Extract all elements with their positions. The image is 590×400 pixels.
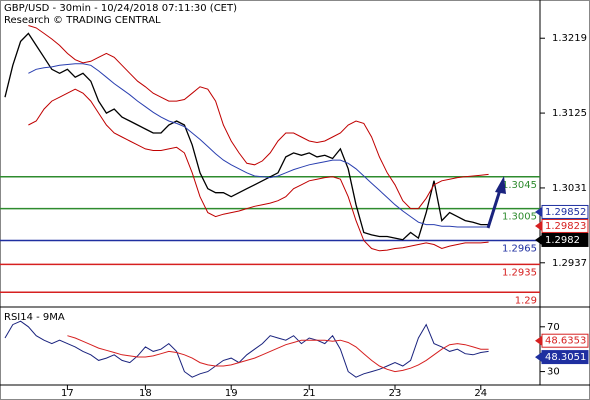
series-line: [28, 63, 489, 228]
rsi-label-pointer: [535, 352, 542, 363]
level-label: 1.2965: [502, 243, 537, 254]
level-label: 1.29: [515, 295, 537, 306]
y-tick-label: 1.3219: [552, 33, 587, 44]
series-line: [4, 32, 489, 241]
x-tick-label: 21: [303, 388, 316, 399]
x-tick-label: 23: [389, 388, 402, 399]
price-label-pointer: [535, 234, 542, 245]
rsi-y-tick-label: 30: [547, 367, 560, 378]
rsi-label-pointer: [535, 335, 542, 346]
rsi-title: RSI14 - 9MA: [4, 312, 65, 323]
rsi-y-tick-label: 70: [547, 322, 560, 333]
level-label: 1.2935: [502, 267, 537, 278]
price-label: 1.2982: [545, 235, 580, 246]
level-label: 1.3005: [502, 212, 537, 223]
price-label: 1.29823: [545, 221, 586, 232]
y-tick-label: 1.3031: [552, 183, 587, 194]
y-tick-label: 1.2937: [552, 258, 587, 269]
y-tick-label: 1.3125: [552, 108, 587, 119]
series-line: [4, 320, 489, 378]
series-line: [67, 335, 489, 373]
arrow-shaft: [486, 189, 502, 229]
chart-subtitle: Research © TRADING CENTRAL: [4, 15, 161, 26]
x-tick-label: 24: [474, 388, 487, 399]
series-line: [28, 88, 489, 252]
x-tick-label: 17: [61, 388, 74, 399]
price-label-pointer: [535, 220, 542, 231]
rsi-label: 48.6353: [545, 336, 586, 347]
x-tick-label: 19: [225, 388, 238, 399]
price-label-pointer: [535, 206, 542, 217]
rsi-label: 48.3051: [545, 352, 586, 363]
arrow-head: [495, 176, 506, 194]
chart-title: GBP/USD - 30min - 10/24/2018 07:11:30 (C…: [4, 3, 237, 14]
price-label: 1.29852: [545, 207, 586, 218]
series-line: [28, 25, 489, 210]
x-tick-label: 18: [139, 388, 152, 399]
level-label: 1.3045: [502, 180, 537, 191]
arrow: [486, 176, 506, 229]
